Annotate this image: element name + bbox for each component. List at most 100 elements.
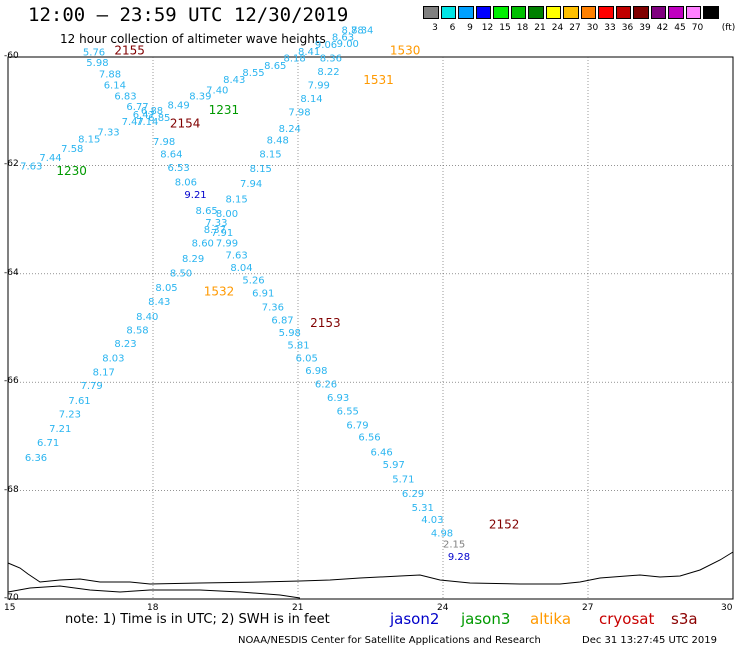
legend-swatch	[598, 6, 614, 19]
swh-value: 8.03	[102, 354, 124, 365]
swh-value: 7.21	[49, 424, 71, 435]
swh-value: 8.15	[250, 164, 272, 175]
swh-value: 8.43	[148, 297, 170, 308]
lat-tick: -64	[4, 267, 19, 278]
legend-swatch	[528, 6, 544, 19]
legend-swatch	[510, 6, 526, 19]
swh-value: 7.58	[61, 144, 83, 155]
lat-tick: -70	[4, 593, 19, 603]
legend-swatch	[650, 6, 666, 19]
swh-value: 5.76	[83, 47, 105, 58]
swh-value: 7.47	[122, 117, 144, 128]
swh-value: 6.29	[402, 489, 424, 500]
swh-value: 8.15	[226, 194, 248, 205]
swh-value: 8.65	[264, 61, 286, 72]
swh-value: 5.71	[392, 474, 414, 485]
swh-value: 8.50	[170, 269, 192, 280]
legend-swatch	[545, 6, 561, 19]
swh-value: 5.81	[287, 341, 309, 352]
lat-lon-grid	[7, 56, 734, 600]
swh-value: 8.39	[189, 91, 211, 102]
legend-label: 9	[467, 23, 473, 33]
swh-value: 4.98	[431, 529, 453, 540]
swh-value: 7.63	[226, 251, 248, 262]
swh-value: 8.49	[168, 100, 190, 111]
lon-tick: 30	[721, 603, 733, 613]
swh-value: 7.99	[308, 80, 330, 91]
swh-value: 7.98	[153, 137, 175, 148]
swh-value: 7.33	[97, 128, 119, 139]
credit-line: NOAA/NESDIS Center for Satellite Applica…	[238, 635, 541, 646]
swh-value: 7.91	[211, 228, 233, 239]
satellite-jason2: jason2	[390, 610, 440, 628]
legend-unit: (ft)	[721, 23, 736, 33]
swh-value: 8.60	[192, 239, 214, 250]
swh-value: 8.15	[78, 135, 100, 146]
swh-value: 9.06	[315, 40, 337, 51]
swh-value: 6.98	[305, 366, 327, 377]
swh-value: 8.05	[155, 283, 177, 294]
swh-value: 8.22	[317, 67, 339, 78]
legend-label: 21	[534, 23, 546, 33]
legend-swatch	[493, 6, 509, 19]
pass-label: 1532	[204, 284, 235, 298]
swh-value: 6.47	[133, 110, 155, 121]
swh-value: 7.98	[288, 108, 310, 119]
satellite-jason3: jason3	[461, 610, 511, 628]
legend-label: 18	[516, 23, 529, 33]
swh-value: 7.36	[262, 303, 284, 314]
legend-swatch	[440, 6, 456, 19]
swh-value: 6.55	[337, 407, 359, 418]
swh-value: 8.24	[279, 124, 301, 135]
lat-tick: -62	[4, 159, 19, 170]
swh-value: 5.97	[383, 460, 405, 471]
swh-value: 7.14	[136, 117, 158, 128]
lon-tick: 24	[437, 603, 449, 613]
swh-value: 8.04	[230, 263, 252, 274]
swh-value: 7.99	[216, 239, 238, 250]
legend-label: 6	[449, 23, 456, 33]
legend-label: 30	[586, 23, 599, 33]
generation-timestamp: Dec 31 13:27:45 UTC 2019	[582, 635, 717, 646]
swh-value: 8.06	[175, 177, 197, 188]
map-frame	[7, 56, 734, 600]
legend-swatch	[633, 6, 649, 19]
swh-value: 8.15	[259, 149, 281, 160]
swh-value: 6.53	[168, 163, 190, 174]
swh-value: 6.26	[315, 380, 337, 391]
legend-swatch	[668, 6, 684, 19]
coastline-path	[7, 551, 734, 585]
pass-label: 2152	[489, 518, 520, 532]
swh-value: 5.26	[242, 276, 264, 287]
legend-label: 42	[656, 23, 669, 33]
swh-value: 8.36	[320, 53, 342, 64]
swh-value: 7.88	[99, 70, 121, 81]
swh-value: 5.31	[412, 503, 434, 514]
legend-label: 45	[674, 23, 686, 33]
swh-value: 4.03	[421, 515, 443, 526]
pass-label: 2155	[114, 43, 145, 57]
swh-value: 6.87	[271, 316, 293, 327]
swh-value: 6.56	[358, 433, 380, 444]
swh-value: 8.78	[342, 26, 364, 37]
swh-value: 8.17	[93, 368, 115, 379]
legend-label: 24	[551, 23, 564, 33]
pass-label: 2154	[170, 116, 201, 130]
swh-value: 5.98	[86, 58, 108, 69]
lon-tick: 18	[147, 603, 159, 613]
swh-value: 7.33	[205, 218, 227, 229]
legend-label: 15	[499, 23, 511, 33]
swh-value: 8.18	[284, 53, 306, 64]
satellite-cryosat: cryosat	[599, 610, 655, 628]
lat-tick: -68	[4, 484, 19, 495]
legend-swatch	[685, 6, 701, 19]
legend-swatch	[703, 6, 719, 19]
swh-value: 7.23	[59, 409, 81, 420]
swh-value: 8.43	[223, 75, 245, 86]
legend-swatch	[563, 6, 579, 19]
legend-swatch	[423, 6, 439, 19]
swh-value: 6.85	[148, 113, 170, 124]
swh-value: 6.77	[126, 102, 148, 113]
swh-value: 9.00	[337, 39, 359, 50]
